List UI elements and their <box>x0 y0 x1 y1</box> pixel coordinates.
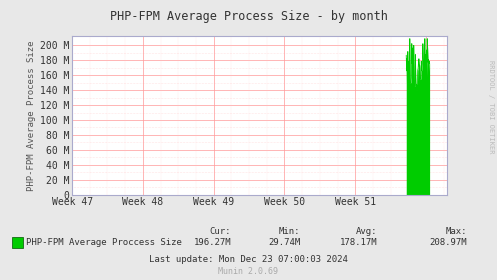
Text: 208.97M: 208.97M <box>429 238 467 247</box>
Text: 178.17M: 178.17M <box>340 238 378 247</box>
Text: RRDTOOL / TOBI OETIKER: RRDTOOL / TOBI OETIKER <box>488 60 494 153</box>
Text: 196.27M: 196.27M <box>193 238 231 247</box>
Text: 29.74M: 29.74M <box>268 238 300 247</box>
Text: PHP-FPM Average Process Size - by month: PHP-FPM Average Process Size - by month <box>109 10 388 23</box>
Y-axis label: PHP-FPM Average Process Size: PHP-FPM Average Process Size <box>27 40 36 191</box>
Text: Cur:: Cur: <box>210 227 231 236</box>
Text: Min:: Min: <box>279 227 300 236</box>
Text: Munin 2.0.69: Munin 2.0.69 <box>219 267 278 276</box>
Text: Max:: Max: <box>446 227 467 236</box>
Text: Last update: Mon Dec 23 07:00:03 2024: Last update: Mon Dec 23 07:00:03 2024 <box>149 255 348 264</box>
Text: PHP-FPM Average Proccess Size: PHP-FPM Average Proccess Size <box>26 238 182 247</box>
Text: Avg:: Avg: <box>356 227 378 236</box>
